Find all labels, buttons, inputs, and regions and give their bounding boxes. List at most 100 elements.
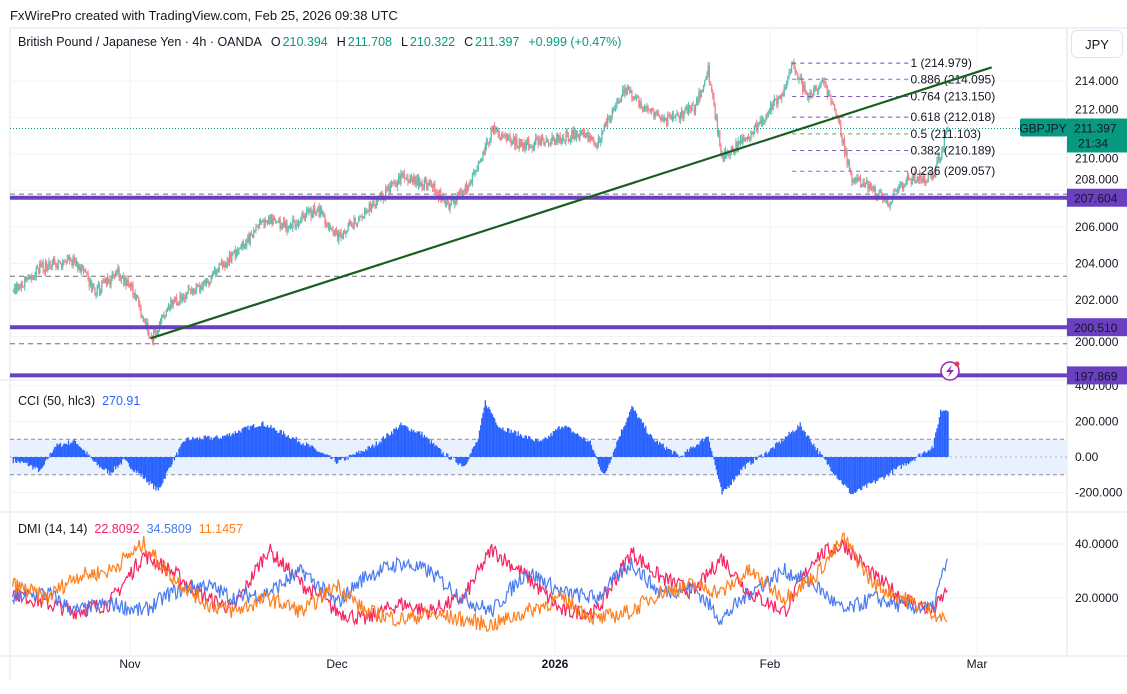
- candle-body: [845, 149, 847, 155]
- candle-body: [457, 193, 460, 195]
- candle-body: [388, 186, 390, 193]
- cci-bar: [462, 457, 464, 467]
- low-label: L: [400, 35, 408, 49]
- candle-body: [419, 178, 421, 186]
- cci-bar: [670, 450, 672, 457]
- cci-bar: [435, 444, 437, 457]
- candle-body: [840, 123, 842, 136]
- cci-bar: [912, 457, 915, 460]
- cci-bar: [523, 437, 525, 457]
- candle-body: [124, 277, 126, 285]
- currency-button[interactable]: JPY: [1071, 30, 1123, 58]
- candle-body: [745, 138, 748, 140]
- candle-body: [679, 114, 682, 120]
- cci-bar: [352, 454, 354, 457]
- candle-body: [490, 129, 492, 139]
- candle-body: [626, 86, 628, 94]
- candle-body: [505, 134, 508, 141]
- candle-body: [644, 106, 646, 111]
- candle-body: [770, 104, 772, 112]
- candle-body: [277, 221, 279, 223]
- support-price-label: 207.604: [1074, 192, 1118, 206]
- cci-bar: [560, 427, 563, 457]
- candle-body: [806, 94, 809, 99]
- cci-bar: [179, 446, 181, 457]
- cci-bar: [149, 457, 151, 482]
- candle-body: [261, 220, 263, 222]
- candle-body: [847, 160, 849, 165]
- candle-body: [707, 65, 709, 76]
- candle-body: [851, 172, 853, 183]
- cci-bar: [138, 457, 140, 474]
- candle-body: [878, 192, 880, 194]
- cci-bar: [510, 429, 512, 457]
- cci-bar: [798, 426, 800, 457]
- cci-legend[interactable]: CCI (50, hlc3) 270.91: [18, 394, 140, 408]
- candle-body: [337, 233, 339, 242]
- cci-bar: [18, 457, 20, 462]
- candle-body: [481, 159, 483, 162]
- candle-body: [625, 87, 627, 94]
- candle-body: [285, 222, 287, 228]
- cci-bar: [850, 457, 852, 495]
- cci-bar: [333, 457, 335, 458]
- candle-body: [546, 139, 549, 142]
- candle-body: [922, 176, 925, 183]
- cci-bar: [503, 430, 505, 457]
- candle-body: [685, 106, 687, 109]
- candle-body: [120, 278, 123, 280]
- cci-bar: [891, 457, 894, 475]
- cci-bar: [491, 414, 494, 457]
- cci-bar: [719, 457, 721, 483]
- symbol-name[interactable]: British Pound / Japanese Yen · 4h · OAND…: [18, 35, 262, 49]
- cci-bar: [605, 457, 608, 471]
- cci-bar: [21, 457, 24, 462]
- candle-body: [788, 72, 790, 77]
- candle-body: [773, 98, 775, 103]
- candle-body: [604, 121, 607, 128]
- cci-bar: [75, 444, 78, 457]
- candle-body: [596, 145, 598, 148]
- candle-body: [56, 265, 58, 269]
- cci-bar: [858, 457, 861, 489]
- cci-bar: [832, 457, 835, 474]
- time-axis-label: 2026: [542, 657, 569, 671]
- candle-body: [131, 284, 133, 288]
- candle-body: [281, 224, 284, 227]
- cci-bar: [120, 457, 123, 465]
- lightning-icon[interactable]: [940, 361, 960, 381]
- candle-body: [270, 214, 272, 224]
- candle-body: [837, 116, 840, 120]
- candle-body: [537, 140, 539, 145]
- cci-bar: [748, 457, 750, 463]
- cci-bar: [699, 441, 701, 457]
- dmi-legend[interactable]: DMI (14, 14) 22.8092 34.5809 11.1457: [18, 522, 243, 536]
- candle-body: [825, 83, 827, 87]
- cci-bar: [282, 431, 285, 457]
- cci-bar: [286, 436, 288, 457]
- close-label: C: [464, 35, 474, 49]
- cci-bar: [498, 427, 501, 457]
- candle-body: [402, 173, 404, 177]
- cci-bar: [202, 439, 204, 457]
- candle-body: [586, 132, 588, 138]
- candle-body: [201, 285, 203, 290]
- cci-bar: [608, 457, 610, 465]
- cci-bar: [585, 440, 587, 457]
- cci-axis-label: 0.00: [1075, 450, 1099, 464]
- cci-bar: [540, 441, 543, 457]
- price-axis-label: 204.000: [1075, 257, 1119, 271]
- candle-body: [293, 219, 295, 223]
- candle-body: [212, 273, 215, 275]
- cci-bar: [401, 425, 403, 457]
- cci-bar: [925, 453, 927, 457]
- candle-body: [686, 106, 689, 114]
- cci-bar: [650, 435, 653, 457]
- cci-bar: [192, 436, 194, 457]
- cci-bar: [552, 431, 554, 457]
- candle-body: [871, 186, 873, 189]
- cci-bar: [924, 451, 926, 457]
- cci-bar: [408, 430, 410, 457]
- cci-bar: [368, 446, 370, 457]
